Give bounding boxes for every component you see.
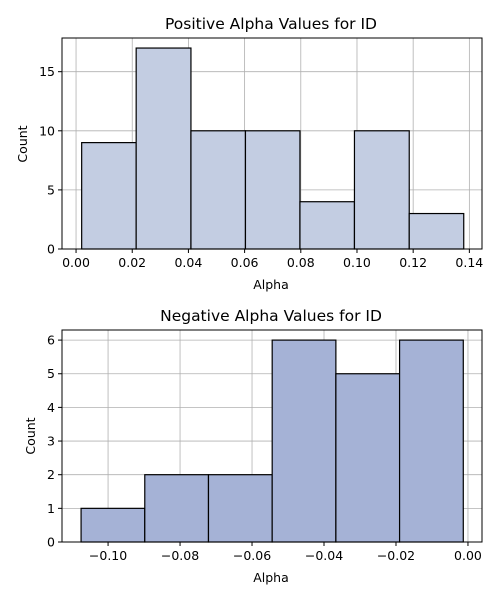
- histogram-bar: [299, 201, 356, 250]
- axes-frame: [61, 37, 483, 250]
- chart-title: Positive Alpha Values for ID: [165, 15, 377, 33]
- histogram-bar: [244, 130, 301, 250]
- x-tick-label: −0.04: [305, 548, 343, 563]
- x-tick-label: 0.00: [62, 255, 90, 270]
- plot-area: 0.00 0.02 0.04 0.06 0.08 0.10 0.12 0.14 0 5 10 15: [39, 37, 483, 270]
- plot-area: −0.10 −0.08 −0.06 −0.04 −0.02 0.00 0 1 2 3 4 5 6: [47, 329, 483, 563]
- x-tick-label: 0.14: [455, 255, 483, 270]
- histogram-bar: [398, 339, 464, 543]
- y-tick-label: 5: [47, 366, 55, 381]
- x-tick-label: −0.10: [89, 548, 127, 563]
- x-axis-label: Alpha: [253, 570, 289, 585]
- y-tick-label: 0: [47, 242, 55, 257]
- histogram-bar: [408, 212, 465, 250]
- histogram-bar: [190, 130, 247, 250]
- y-tick-label: 2: [47, 467, 55, 482]
- x-tick-label: −0.06: [233, 548, 271, 563]
- y-axis-label: Count: [15, 125, 30, 162]
- x-tick-label: 0.12: [399, 255, 427, 270]
- y-tick-label: 6: [47, 333, 55, 348]
- y-tick-label: 4: [47, 400, 55, 415]
- histogram-bar: [81, 142, 137, 250]
- y-tick-label: 10: [39, 123, 55, 138]
- y-tick-label: 15: [39, 64, 55, 79]
- chart-title: Negative Alpha Values for ID: [160, 307, 382, 325]
- x-tick-label: −0.08: [161, 548, 199, 563]
- histogram-bar: [271, 339, 337, 543]
- x-tick-label: 0.08: [287, 255, 315, 270]
- negative-alpha-panel: −0.10 −0.08 −0.06 −0.04 −0.02 0.00 0 1 2 3 4 5 6 Neg…: [23, 307, 483, 585]
- x-tick-label: −0.02: [377, 548, 415, 563]
- x-tick-label: 0.10: [343, 255, 371, 270]
- y-tick-label: 5: [47, 182, 55, 197]
- y-tick-label: 0: [47, 535, 55, 550]
- x-tick-label: 0.06: [231, 255, 259, 270]
- y-tick-label: 3: [47, 434, 55, 449]
- y-axis-label: Count: [23, 417, 38, 454]
- histogram-bar: [207, 474, 273, 543]
- histogram-bar: [335, 373, 401, 543]
- x-axis-label: Alpha: [253, 277, 289, 292]
- x-tick-label: 0.02: [118, 255, 146, 270]
- histogram-bar: [80, 507, 146, 543]
- y-tick-label: 1: [47, 501, 55, 516]
- histogram-bar: [135, 47, 192, 250]
- x-tick-label: 0.00: [454, 548, 482, 563]
- axes-frame: [61, 329, 483, 543]
- histogram-bar: [353, 130, 410, 250]
- x-tick-label: 0.04: [174, 255, 202, 270]
- positive-alpha-panel: 0.00 0.02 0.04 0.06 0.08 0.10 0.12 0.14 0 5 10 15 P…: [15, 15, 483, 292]
- histogram-bar: [144, 474, 210, 543]
